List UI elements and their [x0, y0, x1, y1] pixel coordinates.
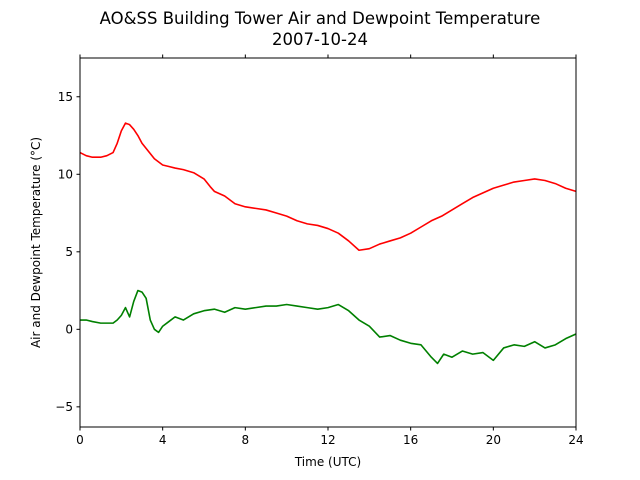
x-tick-label: 16: [403, 433, 418, 447]
y-axis: −5 0 5 10 15: [55, 90, 80, 414]
series-line-1: [80, 289, 577, 365]
x-axis: 0 4 8 12 16 20 24: [76, 54, 584, 447]
x-tick-label: 12: [320, 433, 335, 447]
y-tick-label: −5: [55, 400, 73, 414]
x-axis-label: Time (UTC): [294, 455, 361, 469]
x-tick-label: 0: [76, 433, 84, 447]
plot-frame: [79, 57, 577, 428]
chart-title: AO&SS Building Tower Air and Dewpoint Te…: [100, 9, 541, 28]
y-tick-label: 10: [58, 168, 73, 182]
series-line-0: [79, 122, 577, 252]
x-tick-label: 24: [568, 433, 583, 447]
x-tick-label: 8: [242, 433, 250, 447]
y-axis-label: Air and Dewpoint Temperature (°C): [29, 137, 43, 348]
y-tick-label: 5: [65, 245, 73, 259]
y-tick-label: 0: [65, 323, 73, 337]
y-tick-label: 15: [58, 90, 73, 104]
x-tick-label: 4: [159, 433, 167, 447]
x-tick-label: 20: [486, 433, 501, 447]
series-layer: [79, 122, 577, 365]
chart-subtitle: 2007-10-24: [272, 30, 368, 49]
